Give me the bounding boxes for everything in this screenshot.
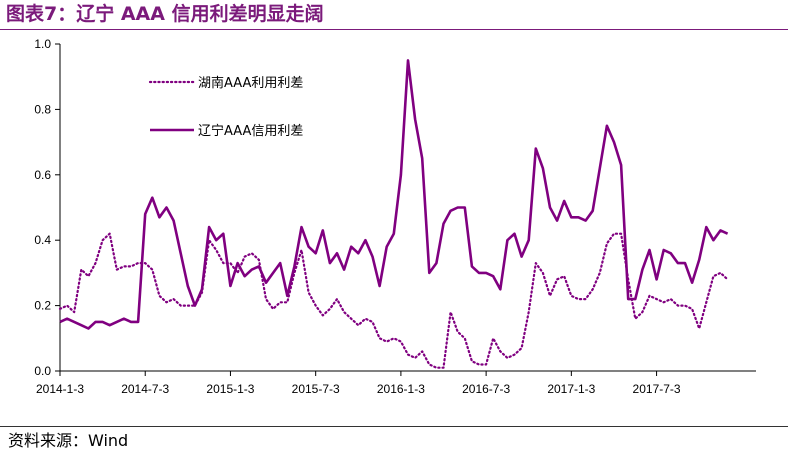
title-divider [0, 29, 788, 30]
chart-axes [59, 44, 756, 372]
x-tick-label: 2014-1-3 [36, 382, 84, 396]
y-tick-label: 0.0 [34, 364, 51, 378]
chart-series [58, 59, 729, 369]
x-tick-label: 2017-1-3 [547, 382, 595, 396]
y-tick-label: 0.2 [34, 299, 51, 313]
series-line-liaoning [59, 59, 729, 330]
y-tick-label: 0.8 [34, 102, 51, 116]
y-tick-label: 1.0 [34, 37, 51, 51]
legend-label: 湖南AAA利用利差 [198, 75, 303, 91]
source-divider [0, 426, 788, 427]
y-tick-label: 0.6 [34, 168, 51, 182]
chart-ticks: 0.0 0.2 0.4 0.6 0.8 1.0 2014-1-3 2014-7-3 2015-1… [34, 37, 681, 396]
x-tick-label: 2017-7-3 [633, 382, 681, 396]
x-tick-label: 2015-1-3 [206, 382, 254, 396]
legend-label: 辽宁AAA信用利差 [198, 123, 303, 139]
x-tick-label: 2016-7-3 [462, 382, 510, 396]
x-tick-label: 2014-7-3 [121, 382, 169, 396]
series-line-hunan [58, 232, 729, 369]
x-tick-label: 2015-7-3 [292, 382, 340, 396]
page-title: 图表7：辽宁 AAA 信用利差明显走阔 [6, 3, 324, 25]
source-note: 资料来源：Wind [8, 431, 129, 450]
x-tick-label: 2016-1-3 [377, 382, 425, 396]
y-tick-label: 0.4 [34, 233, 51, 247]
